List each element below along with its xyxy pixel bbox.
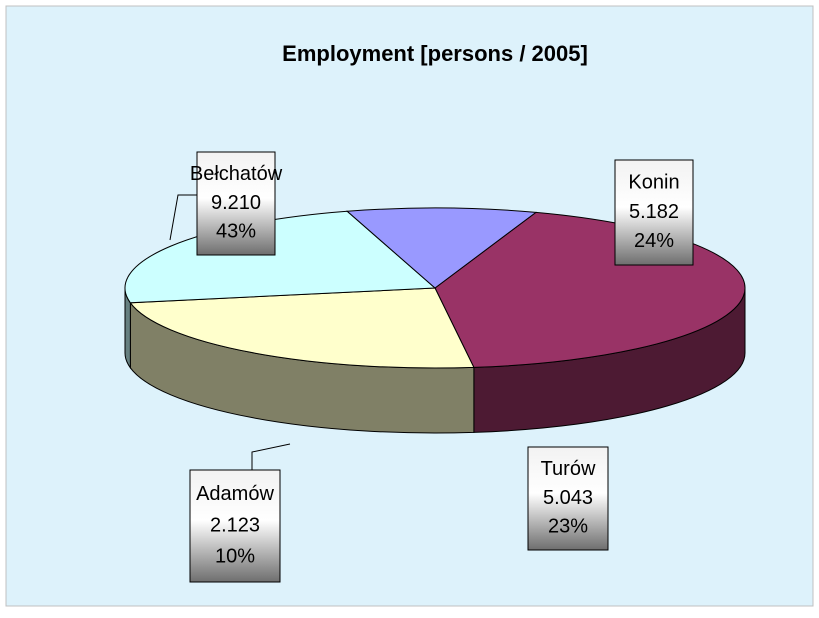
label-value: 5.043	[543, 487, 593, 509]
label-value: 2.123	[210, 514, 260, 536]
label-name: Konin	[628, 171, 679, 193]
label-box	[196, 151, 276, 256]
label-percent: 24%	[634, 230, 674, 252]
label-box	[189, 469, 281, 583]
label-value: 5.182	[629, 201, 679, 223]
label-percent: 43%	[216, 221, 256, 243]
label-box	[614, 159, 694, 266]
chart-title: Employment [persons / 2005]	[282, 41, 588, 66]
leader-line	[251, 443, 291, 470]
slice	[129, 287, 475, 369]
label-box	[527, 446, 609, 551]
label-name: Adamów	[196, 483, 274, 505]
label-value: 9.210	[211, 192, 261, 214]
slice	[124, 210, 437, 304]
leader-line	[169, 194, 197, 241]
label-name: Turów	[541, 458, 596, 480]
label-name: Bełchatów	[190, 163, 283, 185]
label-percent: 23%	[548, 516, 588, 538]
labels: Bełchatów 9.210 43% Konin 5.182 24% Turów 5.043…	[169, 151, 694, 583]
label-percent: 10%	[215, 546, 255, 568]
slice	[345, 207, 538, 289]
